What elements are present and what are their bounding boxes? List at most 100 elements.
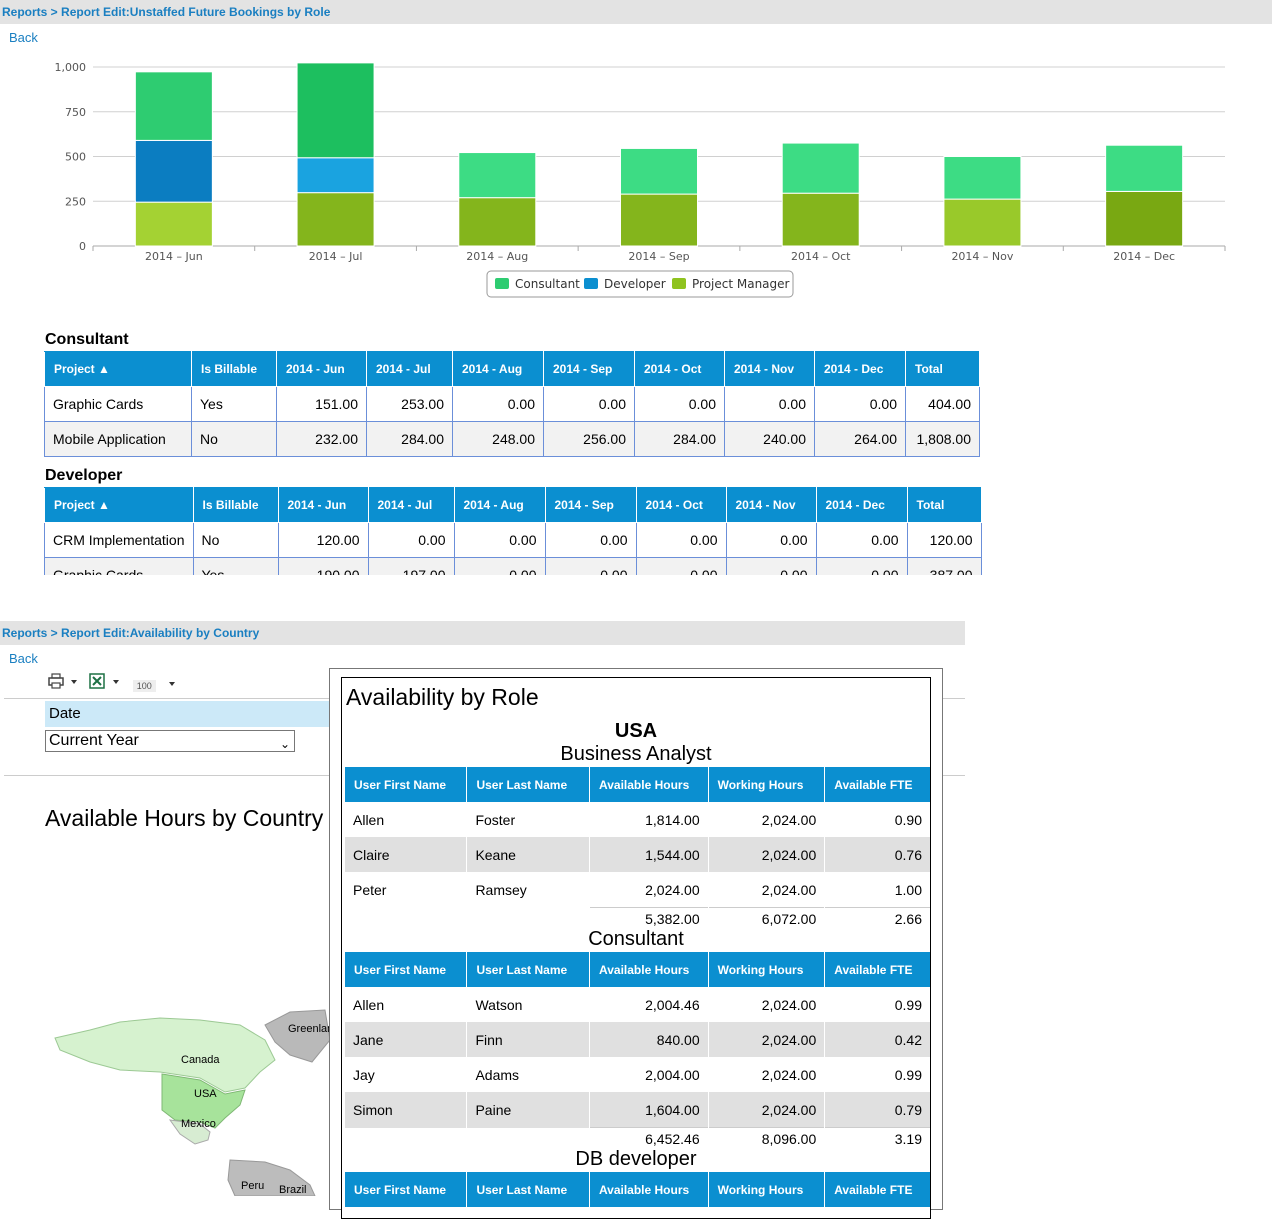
column-header: Total (905, 351, 980, 387)
table-cell: 253.00 (366, 386, 453, 422)
column-header: User First Name (345, 767, 468, 802)
zoom-dropdown[interactable]: 100 (132, 678, 179, 692)
table-cell: 0.99 (894, 1066, 922, 1083)
table-cell: 0.00 (453, 557, 546, 575)
south-america-shape[interactable] (227, 1159, 316, 1196)
mexico-shape[interactable] (168, 1119, 211, 1145)
table-cell: 120.00 (277, 522, 369, 558)
empty-cell (466, 1127, 590, 1150)
table-cell: 2,024.00 (708, 837, 826, 872)
table-cell: No (191, 421, 277, 457)
table-cell: 197.00 (367, 557, 455, 575)
table-cell: 0.00 (815, 522, 908, 558)
table-cell: 2,024.00 (708, 987, 826, 1022)
table-row: Peter Ramsey 2,024.00 2,024.00 1.00 (345, 872, 930, 908)
bar-segment (458, 152, 537, 199)
table-cell: 2,024.00 (708, 802, 826, 837)
bar-segment (620, 193, 698, 247)
table-cell: 0.99 (894, 996, 922, 1013)
table-cell: 0.00 (725, 522, 817, 558)
column-header: Available FTE (824, 952, 930, 987)
back-link-2[interactable]: Back (9, 651, 38, 666)
date-filter-label: Date (45, 701, 330, 727)
world-map[interactable]: Greenland Canada USA Mexico Peru Brazil (50, 1000, 330, 1196)
table-cell: 0.00 (635, 522, 727, 558)
breadcrumb-separator-2: > (47, 626, 62, 640)
column-header[interactable]: Project ▲ (44, 351, 192, 387)
column-header: 2014 - Nov (725, 487, 817, 523)
bar-segment (943, 156, 1022, 200)
table-cell: 0.90 (894, 811, 922, 828)
empty-cell (345, 1127, 468, 1150)
table-cell: 0.00 (544, 522, 637, 558)
report-toolbar: 100 (48, 673, 187, 692)
breadcrumb-current-2[interactable]: Report Edit:Availability by Country (61, 626, 260, 640)
table-cell: 404.00 (905, 386, 980, 422)
table-cell: 1,808.00 (905, 421, 980, 457)
y-tick-label: 0 (79, 240, 86, 253)
legend-item[interactable]: Project Manager (692, 277, 790, 291)
table-cell: Simon (345, 1092, 468, 1128)
map-label-brazil: Brazil (279, 1184, 307, 1196)
x-tick-label: 2014 – Oct (791, 250, 851, 263)
table-row: Claire Keane 1,544.00 2,024.00 0.76 (345, 837, 930, 872)
column-header: Available Hours (589, 1172, 709, 1207)
column-header: 2014 - Jun (277, 487, 369, 523)
zoom-value: 100 (132, 680, 156, 692)
popup-country: USA (614, 720, 658, 742)
table-cell: Watson (466, 987, 590, 1022)
column-header[interactable]: Project ▲ (44, 487, 194, 523)
legend-swatch (672, 278, 686, 289)
table-cell: Allen (345, 802, 468, 837)
role-table-db-developer: User First Name User Last Name Available H… (345, 1172, 930, 1207)
role-title-db-developer: DB developer (575, 1148, 697, 1170)
bar-segment (781, 192, 860, 247)
table-row: Allen Foster 1,814.00 2,024.00 0.90 (345, 802, 930, 837)
popup-title: Availability by Role (346, 684, 539, 710)
table-cell: 2,004.46 (589, 987, 709, 1022)
table-row: Graphic Cards Yes 151.00 253.00 0.00 0.00 0.00… (44, 386, 980, 422)
table-cell: 0.00 (724, 386, 815, 422)
legend-item[interactable]: Consultant (515, 277, 580, 291)
usa-shape[interactable] (161, 1073, 246, 1129)
column-header: Available Hours (589, 952, 709, 987)
breadcrumb-reports-link-2[interactable]: Reports (2, 626, 48, 640)
greenland-shape[interactable] (264, 1009, 330, 1063)
table-cell: 0.00 (814, 386, 906, 422)
table-cell: Graphic Cards (44, 386, 192, 422)
date-select[interactable]: Current Year ⌄ (45, 730, 295, 752)
map-label-canada: Canada (181, 1054, 220, 1066)
table-cell: 2,024.00 (589, 872, 709, 908)
table-cell: 0.42 (824, 1022, 930, 1057)
table-cell: 240.00 (724, 421, 815, 457)
breadcrumb-reports-link[interactable]: Reports (2, 5, 48, 19)
table-row: Jay Adams 2,004.00 2,024.00 0.99 (345, 1057, 930, 1092)
legend-item[interactable]: Developer (604, 277, 666, 291)
developer-table: Project ▲ Is Billable 2014 - Jun 2014 - Jul… (44, 487, 982, 575)
column-header: User First Name (345, 1172, 468, 1207)
table-cell: 256.00 (543, 421, 635, 457)
table-cell: 248.00 (452, 421, 544, 457)
table-cell: Claire (345, 837, 468, 872)
table-cell: 190.00 (277, 557, 369, 575)
empty-cell (345, 907, 468, 930)
table-cell: 840.00 (589, 1022, 709, 1057)
table-cell: 1,814.00 (589, 802, 709, 837)
canada-shape[interactable] (54, 1017, 276, 1093)
column-header: Working Hours (708, 767, 826, 802)
print-button[interactable] (48, 673, 81, 692)
table-cell: 0.00 (634, 386, 725, 422)
column-header: Working Hours (708, 952, 826, 987)
table-cell: 387.00 (906, 557, 982, 575)
consultant-section-title: Consultant (45, 331, 129, 348)
excel-export-button[interactable] (89, 673, 124, 692)
column-header: 2014 - Jul (367, 487, 455, 523)
column-header: Available Hours (589, 767, 709, 802)
column-header: Is Billable (191, 351, 277, 387)
table-cell: 0.00 (453, 522, 546, 558)
bar-segment (620, 147, 698, 195)
back-link[interactable]: Back (9, 30, 38, 45)
map-label-usa: USA (194, 1088, 217, 1100)
table-row: Graphic Cards Yes 190.00 197.00 0.00 0.00 0.00… (44, 557, 982, 575)
breadcrumb-current[interactable]: Report Edit:Unstaffed Future Bookings by… (61, 5, 331, 19)
